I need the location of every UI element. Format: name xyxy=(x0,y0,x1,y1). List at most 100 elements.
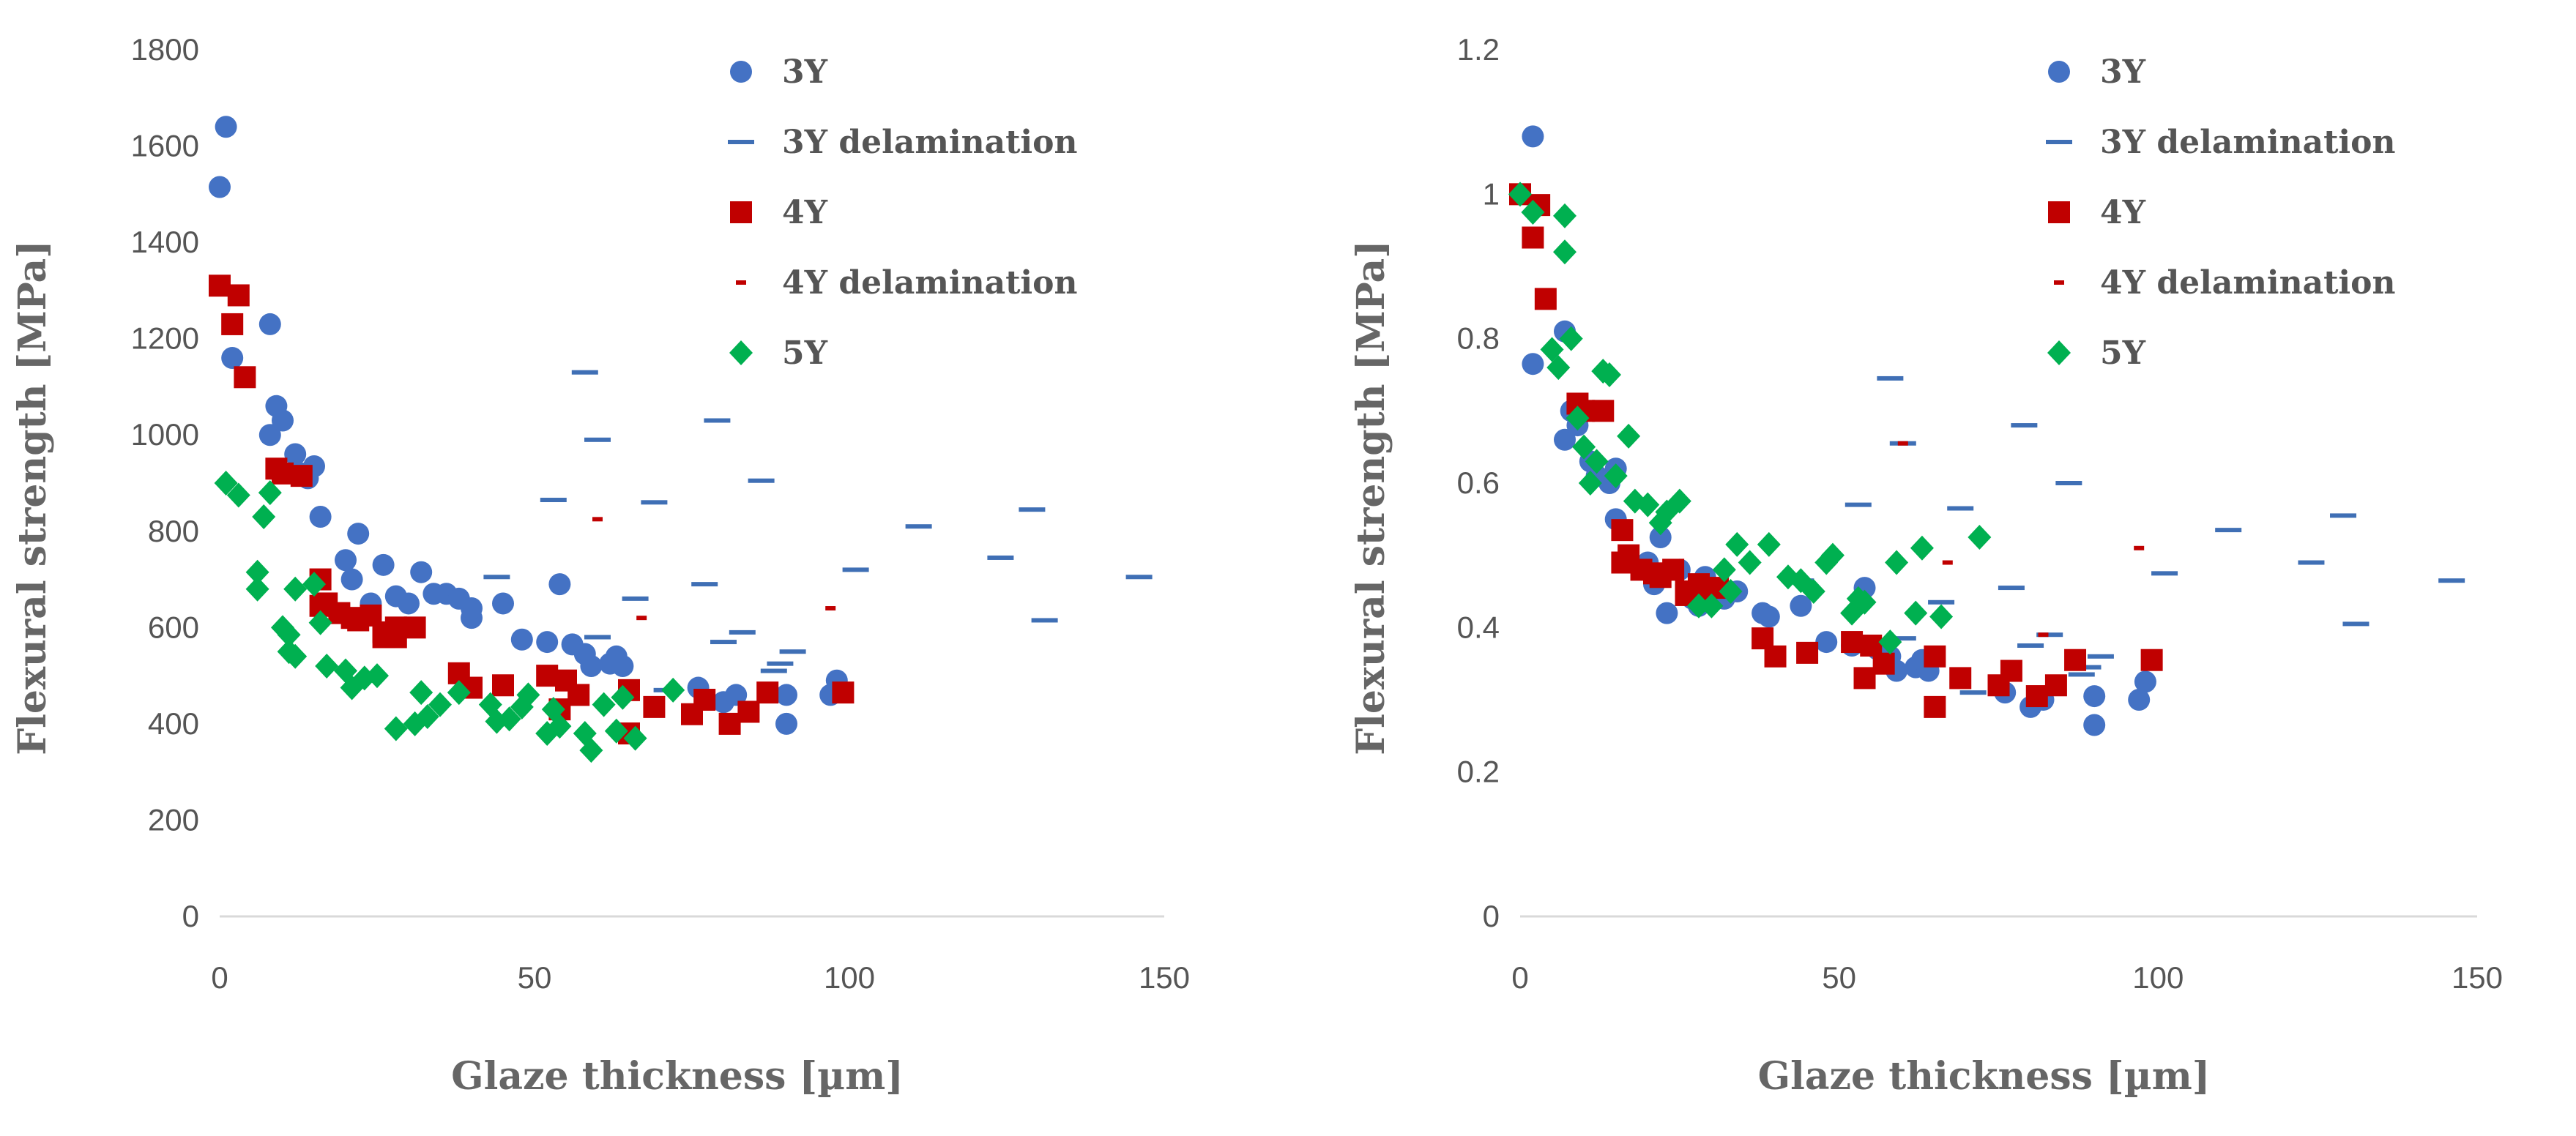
5y-point xyxy=(1968,525,1992,550)
left-y-axis-title: Flexural strength [MPa] xyxy=(10,240,55,755)
3y-delamination-point xyxy=(729,629,756,635)
3y-delamination-point xyxy=(767,661,794,666)
3y-point xyxy=(309,506,332,528)
5y-point xyxy=(604,718,628,744)
3y-delamination-point xyxy=(760,668,787,673)
3y-point xyxy=(340,568,363,591)
right-y-tick-label: 1.2 xyxy=(1457,32,1500,67)
4y-point xyxy=(1853,667,1876,690)
right-x-tick-label: 150 xyxy=(2452,960,2503,995)
3y-delamination-point xyxy=(571,370,598,375)
3y-point xyxy=(1522,353,1544,375)
5y-point xyxy=(592,692,616,717)
3y-delamination-point xyxy=(584,437,611,442)
4y-point xyxy=(567,684,590,706)
3y-delamination-point xyxy=(2330,513,2357,518)
3y-point xyxy=(536,631,559,654)
left-legend: 3Y 3Y delamination 4Y 4Y delamination 5Y xyxy=(728,53,1077,372)
4y-point xyxy=(1841,631,1864,654)
3y-delamination-point xyxy=(483,575,510,580)
3y-delamination-point xyxy=(710,640,737,645)
5y-point xyxy=(1878,629,1902,655)
5y-point xyxy=(1597,362,1621,387)
4y-point xyxy=(737,700,760,723)
4y-delamination-point xyxy=(592,517,603,522)
4y-delamination-point xyxy=(636,616,647,621)
4y-point xyxy=(221,313,244,335)
3y-delamination-point xyxy=(748,478,775,483)
right-series-4y-delamination xyxy=(1897,441,2145,638)
legend-label-4y-delamination: 4Y delamination xyxy=(2100,264,2395,302)
right-y-axis-title: Flexural strength [MPa] xyxy=(1349,240,1393,755)
5y-point xyxy=(579,738,603,763)
5y-point xyxy=(1572,434,1596,460)
left-y-tick-label: 800 xyxy=(148,514,199,548)
left-x-tick-label: 100 xyxy=(824,960,875,995)
5y-point xyxy=(1508,182,1532,207)
4y-point xyxy=(536,665,559,687)
4y-legend-marker xyxy=(2048,201,2070,223)
5y-point xyxy=(1604,463,1628,489)
3y-point xyxy=(284,443,307,466)
4y-point xyxy=(492,674,514,697)
left-series-5y xyxy=(214,471,685,763)
5y-point xyxy=(1885,550,1909,575)
5y-point xyxy=(1552,239,1577,265)
5y-point xyxy=(1719,579,1743,604)
5y-point xyxy=(1820,542,1844,568)
legend-label-3y: 3Y xyxy=(2100,53,2146,91)
3y-legend-marker xyxy=(730,61,752,83)
5y-point xyxy=(1617,423,1641,449)
4y-delamination-point xyxy=(2134,545,2145,550)
left-y-tick-label: 1200 xyxy=(131,321,199,356)
3y-delamination-point xyxy=(2068,672,2095,677)
5y-point xyxy=(623,725,647,751)
5y-point xyxy=(548,714,572,739)
5y-point xyxy=(245,559,269,585)
3y-point xyxy=(461,597,483,620)
5y-point xyxy=(258,480,282,506)
4y-point xyxy=(832,681,855,704)
3y-delamination-point xyxy=(1998,586,2025,591)
4y-delamination-point xyxy=(1897,441,1908,446)
3y-delamination-point xyxy=(1019,507,1046,512)
5y-point xyxy=(1552,203,1577,228)
5y-point xyxy=(315,653,339,679)
5y-point xyxy=(252,504,276,530)
4y-legend-marker xyxy=(730,201,752,223)
5y-point xyxy=(214,471,238,496)
3y-delamination-point xyxy=(2438,578,2465,583)
3y-delamination-point xyxy=(2055,481,2082,485)
5y-point xyxy=(497,706,521,732)
5y-point xyxy=(1546,355,1571,381)
4y-delamination-legend-marker xyxy=(736,280,746,285)
legend-label-5y: 5Y xyxy=(2100,335,2146,372)
3y-delamination-point xyxy=(1877,375,1904,381)
3y-point xyxy=(272,409,294,432)
left-chart: 0 200 400 600 800 1000 1200 1400 1600 1800 0 50 100 1… xyxy=(10,32,1190,1099)
4y-point xyxy=(1796,641,1819,664)
legend-label-5y: 5Y xyxy=(782,335,828,372)
4y-point xyxy=(756,681,779,704)
4y-delamination-legend-marker xyxy=(2054,280,2064,285)
4y-point xyxy=(1764,645,1787,668)
5y-point xyxy=(1700,593,1724,619)
3y-point xyxy=(347,523,370,545)
3y-delamination-legend-marker xyxy=(2046,140,2072,144)
left-series-3y-delamination xyxy=(483,370,1153,692)
3y-delamination-point xyxy=(2017,643,2044,648)
3y-point xyxy=(221,346,244,369)
3y-delamination-point xyxy=(2036,632,2063,638)
5y-point xyxy=(1738,550,1762,575)
5y-point xyxy=(1585,449,1609,474)
3y-point xyxy=(611,654,634,677)
4y-point xyxy=(2064,649,2087,671)
3y-delamination-point xyxy=(905,524,932,529)
4y-point xyxy=(234,366,256,389)
right-x-tick-label: 50 xyxy=(1822,960,1856,995)
3y-point xyxy=(548,573,571,596)
5y-point xyxy=(611,684,635,710)
right-legend: 3Y 3Y delamination 4Y 4Y delamination 5Y xyxy=(2046,53,2395,372)
3y-point xyxy=(372,553,395,576)
3y-point xyxy=(775,712,797,735)
